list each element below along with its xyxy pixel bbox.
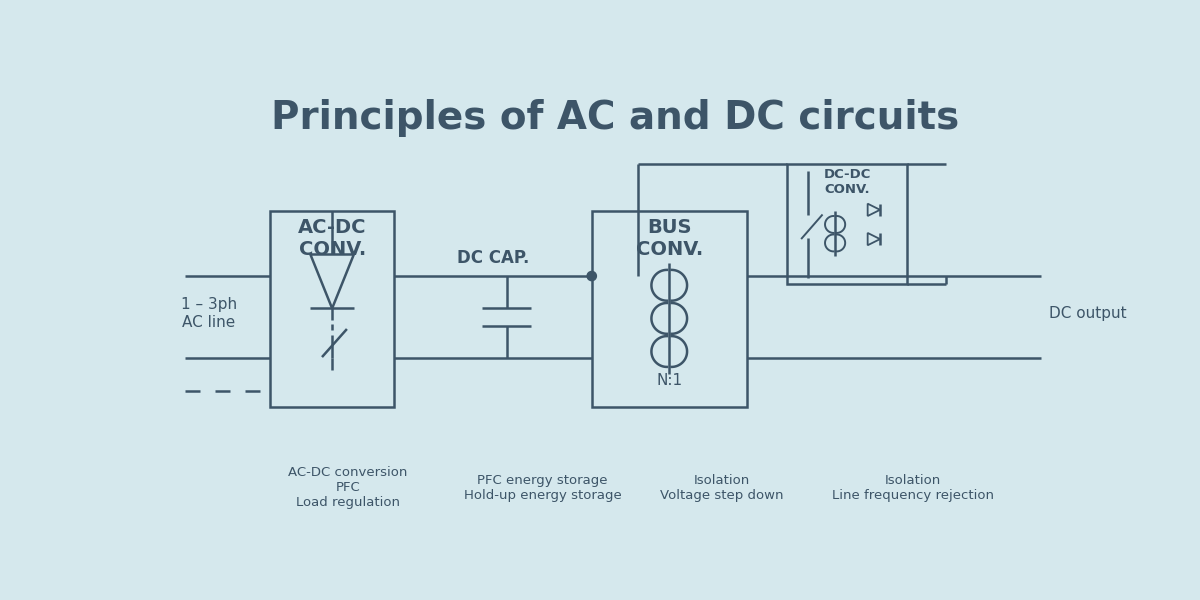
Text: Isolation
Line frequency rejection: Isolation Line frequency rejection: [832, 474, 994, 502]
Circle shape: [587, 271, 596, 281]
Bar: [787, 164, 907, 284]
Text: Principles of AC and DC circuits: Principles of AC and DC circuits: [271, 99, 959, 137]
Text: AC-DC
CONV.: AC-DC CONV.: [298, 218, 366, 259]
Text: PFC energy storage
Hold-up energy storage: PFC energy storage Hold-up energy storag…: [463, 474, 622, 502]
Text: N:1: N:1: [656, 373, 683, 388]
Text: BUS
CONV.: BUS CONV.: [636, 218, 703, 259]
Text: 1 – 3ph
AC line: 1 – 3ph AC line: [181, 297, 238, 329]
Text: AC-DC conversion
PFC
Load regulation: AC-DC conversion PFC Load regulation: [288, 466, 408, 509]
Text: DC-DC
CONV.: DC-DC CONV.: [823, 168, 871, 196]
Bar: [270, 211, 394, 407]
Text: DC output: DC output: [1049, 306, 1127, 321]
Text: Isolation
Voltage step down: Isolation Voltage step down: [660, 474, 784, 502]
Bar: [592, 211, 746, 407]
Text: DC CAP.: DC CAP.: [457, 249, 529, 267]
